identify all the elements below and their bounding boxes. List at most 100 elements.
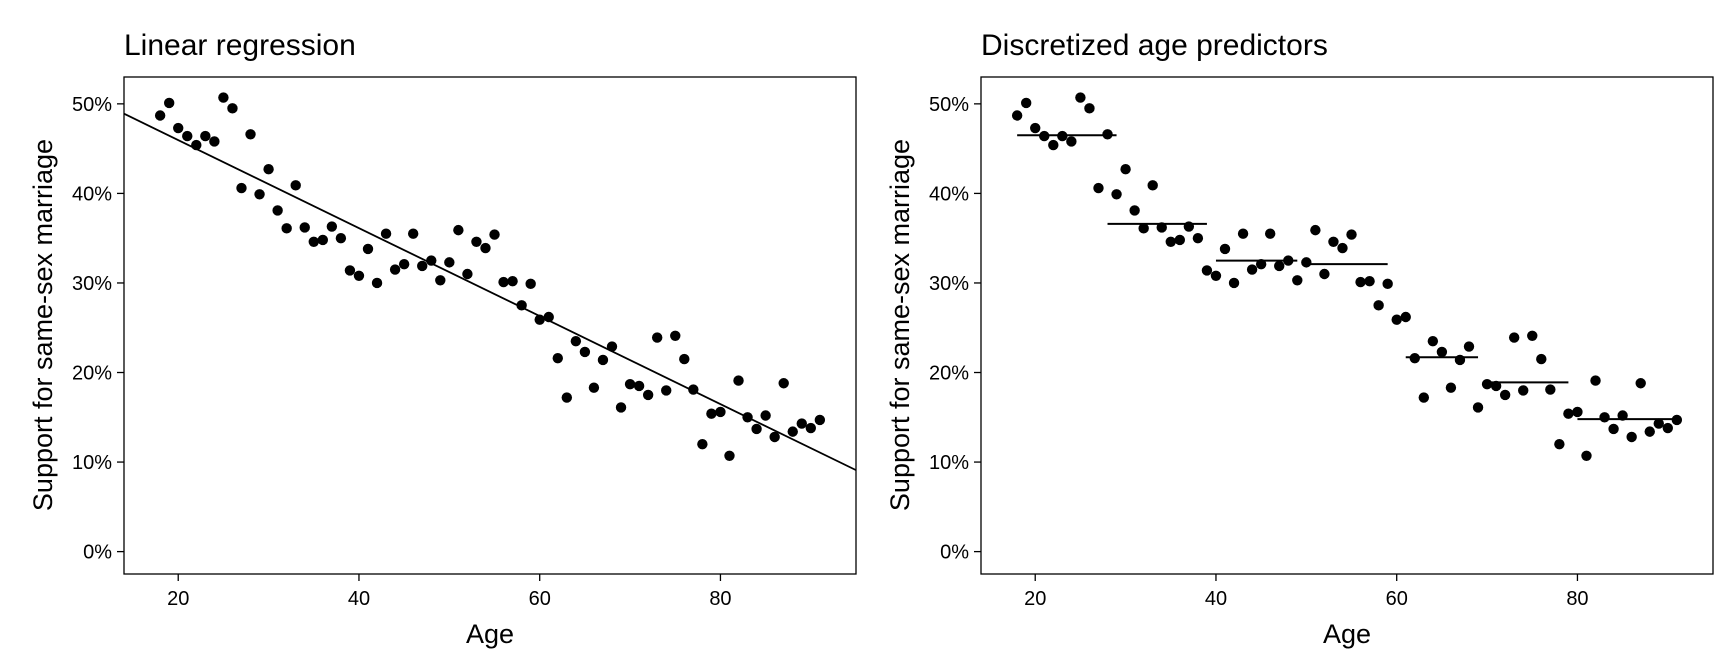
data-point [642, 389, 654, 401]
data-point [462, 268, 473, 280]
data-point [778, 378, 789, 389]
data-point [1355, 276, 1366, 288]
data-point [1400, 311, 1411, 323]
data-point [1445, 382, 1457, 393]
data-point [245, 129, 256, 140]
x-tick-label: 40 [1205, 588, 1227, 610]
data-point [1075, 92, 1086, 103]
data-point [326, 221, 338, 232]
data-point [1463, 341, 1475, 352]
plot-frame [123, 76, 857, 575]
chart-title: Discretized age predictors [981, 29, 1328, 62]
data-point [724, 450, 735, 461]
axis-ticks: 20 40 60 80 0% 10% 20% 30% 40% 50% [929, 94, 1589, 610]
data-point [1499, 389, 1511, 401]
data-point [1518, 385, 1529, 396]
panel-discretized-age: Discretized age predictors Age Support f… [885, 29, 1714, 649]
y-tick-label: 30% [72, 273, 112, 295]
data-point [281, 223, 292, 234]
data-points [1011, 92, 1683, 461]
data-point [209, 136, 220, 147]
data-point [1057, 130, 1068, 142]
data-point [1635, 378, 1646, 389]
data-point [742, 412, 753, 423]
y-tick-label: 40% [929, 183, 969, 205]
data-point [561, 392, 573, 403]
data-point [1310, 224, 1321, 236]
data-point [715, 406, 726, 418]
data-point [1301, 257, 1312, 268]
data-point [344, 265, 356, 276]
data-point [335, 232, 347, 244]
y-tick-label: 40% [72, 183, 112, 205]
plot-frame [980, 76, 1714, 575]
data-point [317, 234, 329, 246]
regression-line [123, 112, 857, 471]
data-point [1264, 228, 1276, 239]
data-point [1337, 242, 1348, 254]
data-point [1536, 353, 1547, 365]
data-point [1373, 300, 1384, 311]
y-tick-label: 0% [83, 542, 112, 564]
data-point [1617, 410, 1628, 421]
data-point [480, 242, 491, 254]
data-point [1219, 243, 1231, 255]
data-point [1608, 423, 1619, 435]
data-point [1138, 223, 1149, 234]
x-axis-label: Age [1323, 619, 1371, 649]
x-tick-label: 20 [1024, 588, 1046, 610]
data-point [1174, 234, 1186, 246]
data-point [1237, 228, 1249, 239]
data-point [670, 330, 681, 341]
data-point [1274, 260, 1285, 272]
x-tick-label: 60 [529, 588, 551, 610]
data-point [570, 335, 582, 347]
data-point [796, 418, 807, 429]
data-point [362, 243, 374, 255]
chart-title: Linear regression [124, 29, 356, 62]
data-point [353, 270, 365, 281]
data-point [1120, 164, 1131, 175]
data-points [154, 92, 826, 461]
data-point [444, 257, 455, 268]
data-point [1147, 180, 1158, 191]
data-point [787, 426, 798, 437]
data-point [1292, 275, 1303, 286]
y-tick-label: 10% [929, 452, 969, 474]
data-point [498, 276, 509, 288]
data-point [389, 264, 401, 275]
data-point [218, 92, 229, 103]
data-point [552, 352, 563, 364]
data-point [272, 205, 283, 216]
data-point [1048, 139, 1059, 151]
x-tick-label: 20 [167, 588, 189, 610]
step-segments-layer [1017, 134, 1677, 421]
y-axis-label: Support for same-sex marriage [885, 139, 915, 511]
data-point [1210, 270, 1222, 281]
data-point [1156, 222, 1167, 233]
data-point [1472, 402, 1484, 413]
data-point [173, 122, 184, 134]
data-point [1129, 205, 1140, 216]
data-point [1192, 232, 1204, 244]
data-point [191, 139, 202, 151]
data-point [1246, 264, 1258, 275]
y-tick-label: 20% [72, 363, 112, 385]
data-point [1346, 229, 1357, 240]
data-point [1572, 406, 1583, 418]
axis-ticks: 20 40 60 80 0% 10% 20% 30% 40% 50% [72, 94, 732, 610]
y-tick-label: 10% [72, 452, 112, 474]
y-tick-label: 0% [940, 542, 969, 564]
data-point [1545, 384, 1556, 395]
data-point [751, 423, 762, 435]
data-point [371, 277, 383, 289]
data-point [679, 353, 690, 365]
data-point [733, 375, 744, 386]
data-point [471, 236, 482, 247]
data-point [1165, 236, 1176, 247]
data-point [1662, 422, 1674, 434]
data-point [154, 110, 166, 121]
data-point [1653, 418, 1664, 429]
data-point [814, 414, 826, 426]
data-point [1554, 438, 1565, 450]
